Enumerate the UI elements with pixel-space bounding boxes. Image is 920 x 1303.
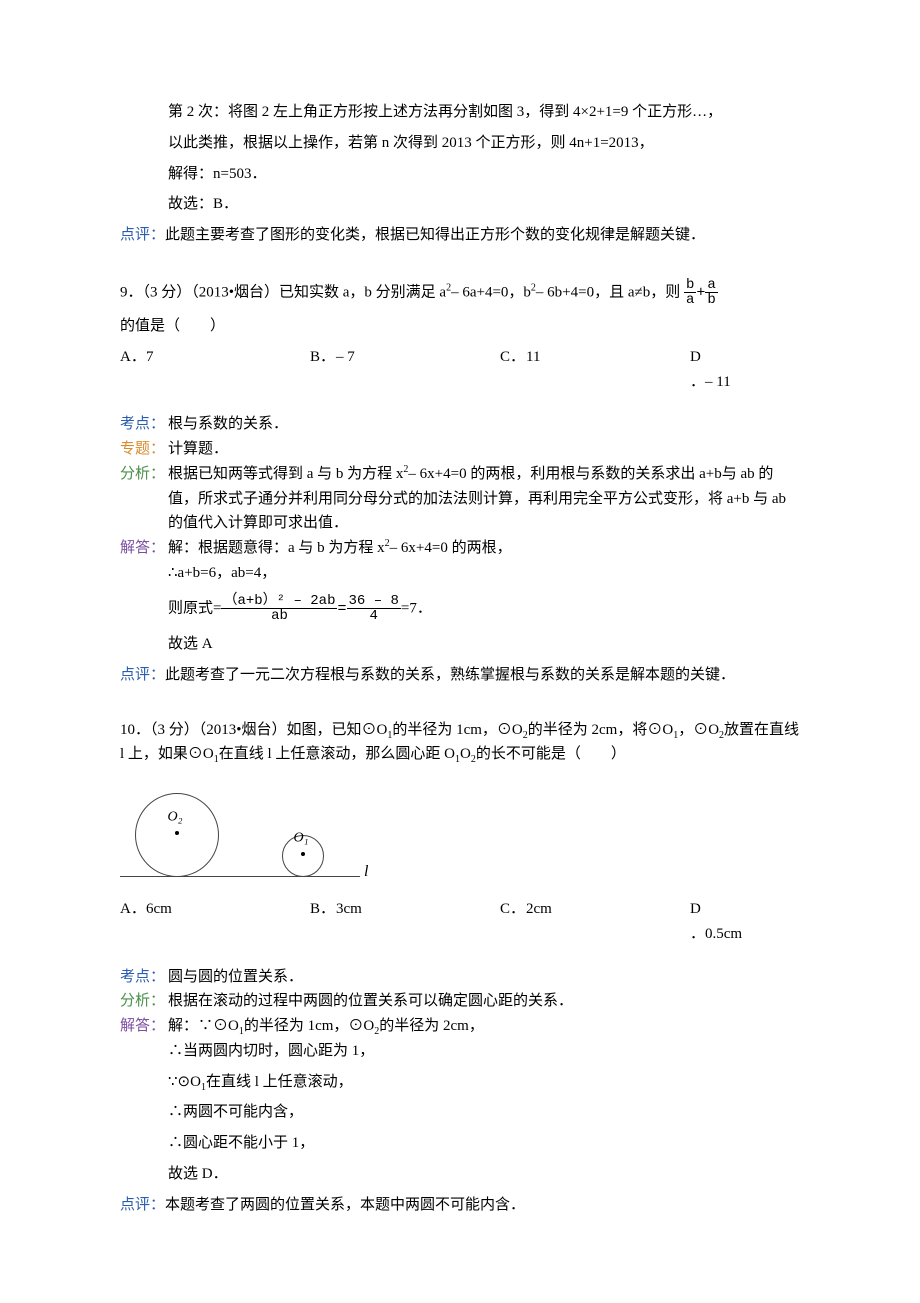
q9-fenxi: 分析： 根据已知两等式得到 a 与 b 为方程 x2– 6x+4=0 的两根，利…: [120, 462, 800, 536]
prev-sol-line: 以此类推，根据以上操作，若第 n 次得到 2013 个正方形，则 4n+1=20…: [120, 131, 800, 156]
prev-sol-line: 解得：n=503．: [120, 162, 800, 187]
q10-stem: 10．（3 分）（2013•烟台）如图，已知⊙O1的半径为 1cm，⊙O2的半径…: [120, 718, 800, 768]
label-l: l: [364, 859, 368, 885]
label-fenxi: 分析：: [120, 462, 168, 536]
prev-sol-line: 第 2 次：将图 2 左上角正方形按上述方法再分割如图 3，得到 4×2+1=9…: [120, 100, 800, 125]
label-dianping: 点评：: [120, 667, 165, 683]
q9-jieda-line: ∴a+b=6，ab=4，: [120, 561, 800, 586]
q9-dianping: 点评：此题考查了一元二次方程根与系数的关系，熟练掌握根与系数的关系是解本题的关键…: [120, 663, 800, 688]
q10-jieda-line: 故选 D．: [120, 1162, 800, 1187]
q9-stem-end: 的值是（ ）: [120, 314, 800, 339]
q10-fenxi: 分析： 根据在滚动的过程中两圆的位置关系可以确定圆心距的关系．: [120, 989, 800, 1014]
q10-dianping: 点评：本题考查了两圆的位置关系，本题中两圆不可能内含．: [120, 1193, 800, 1218]
prev-review-text: 此题主要考查了图形的变化类，根据已知得出正方形个数的变化规律是解题关键．: [165, 227, 705, 243]
center-o2-label: O₂: [168, 805, 183, 828]
q10-figure: l O₂ O₁: [120, 775, 380, 895]
q9-opt-c: C．11: [500, 345, 690, 395]
label-jieda: 解答：: [120, 1014, 168, 1039]
q10-jieda-line: ∵⊙O1在直线 l 上任意滚动，: [120, 1070, 800, 1095]
q9-opt-d: D．– 11: [690, 345, 800, 395]
q9-frac2: ab: [705, 278, 717, 308]
center-o2-dot: [175, 831, 179, 835]
center-o1-label: O₁: [294, 826, 309, 849]
q9-jieda-line: 故选 A: [120, 632, 800, 657]
q9-options: A．7 B．– 7 C．11 D．– 11: [120, 345, 800, 395]
label-kaodian: 考点：: [120, 412, 168, 437]
center-o1-dot: [301, 852, 305, 856]
q10-opt-a: A．6cm: [120, 897, 310, 947]
q10-options: A．6cm B．3cm C．2cm D．0.5cm: [120, 897, 800, 947]
q10-jieda-line: ∴圆心距不能小于 1，: [120, 1131, 800, 1156]
q10-jieda-line: ∴当两圆内切时，圆心距为 1，: [120, 1039, 800, 1064]
q9-opt-a: A．7: [120, 345, 310, 395]
label-dianping: 点评：: [120, 1197, 165, 1213]
prev-review: 点评：此题主要考查了图形的变化类，根据已知得出正方形个数的变化规律是解题关键．: [120, 223, 800, 248]
label-kaodian: 考点：: [120, 965, 168, 990]
q10-opt-d: D．0.5cm: [690, 897, 800, 947]
label-jieda: 解答：: [120, 536, 168, 561]
q10-kaodian: 考点： 圆与圆的位置关系．: [120, 965, 800, 990]
q9-zhuanti: 专题： 计算题．: [120, 437, 800, 462]
q10-opt-b: B．3cm: [310, 897, 500, 947]
q9-frac1: ba: [684, 278, 696, 308]
line-l: [120, 876, 360, 877]
label-review: 点评：: [120, 227, 165, 243]
q10-opt-c: C．2cm: [500, 897, 690, 947]
q10-jieda-line: ∴两圆不可能内含，: [120, 1100, 800, 1125]
label-fenxi: 分析：: [120, 989, 168, 1014]
page: 第 2 次：将图 2 左上角正方形按上述方法再分割如图 3，得到 4×2+1=9…: [0, 0, 920, 1303]
q9-stem-text: 9．（3 分）（2013•烟台）已知实数 a，b 分别满足 a: [120, 284, 446, 300]
prev-sol-line: 故选：B．: [120, 192, 800, 217]
q9-stem: 9．（3 分）（2013•烟台）已知实数 a，b 分别满足 a2– 6a+4=0…: [120, 278, 800, 308]
q9-expression: 则原式=（a+b）² – 2abab=36 – 84=7．: [120, 594, 800, 624]
q9-opt-b: B．– 7: [310, 345, 500, 395]
q10-jieda: 解答： 解：∵⊙O1的半径为 1cm，⊙O2的半径为 2cm，: [120, 1014, 800, 1039]
q9-kaodian: 考点： 根与系数的关系．: [120, 412, 800, 437]
label-zhuanti: 专题：: [120, 437, 168, 462]
q9-jieda: 解答： 解：根据题意得：a 与 b 为方程 x2– 6x+4=0 的两根，: [120, 536, 800, 561]
